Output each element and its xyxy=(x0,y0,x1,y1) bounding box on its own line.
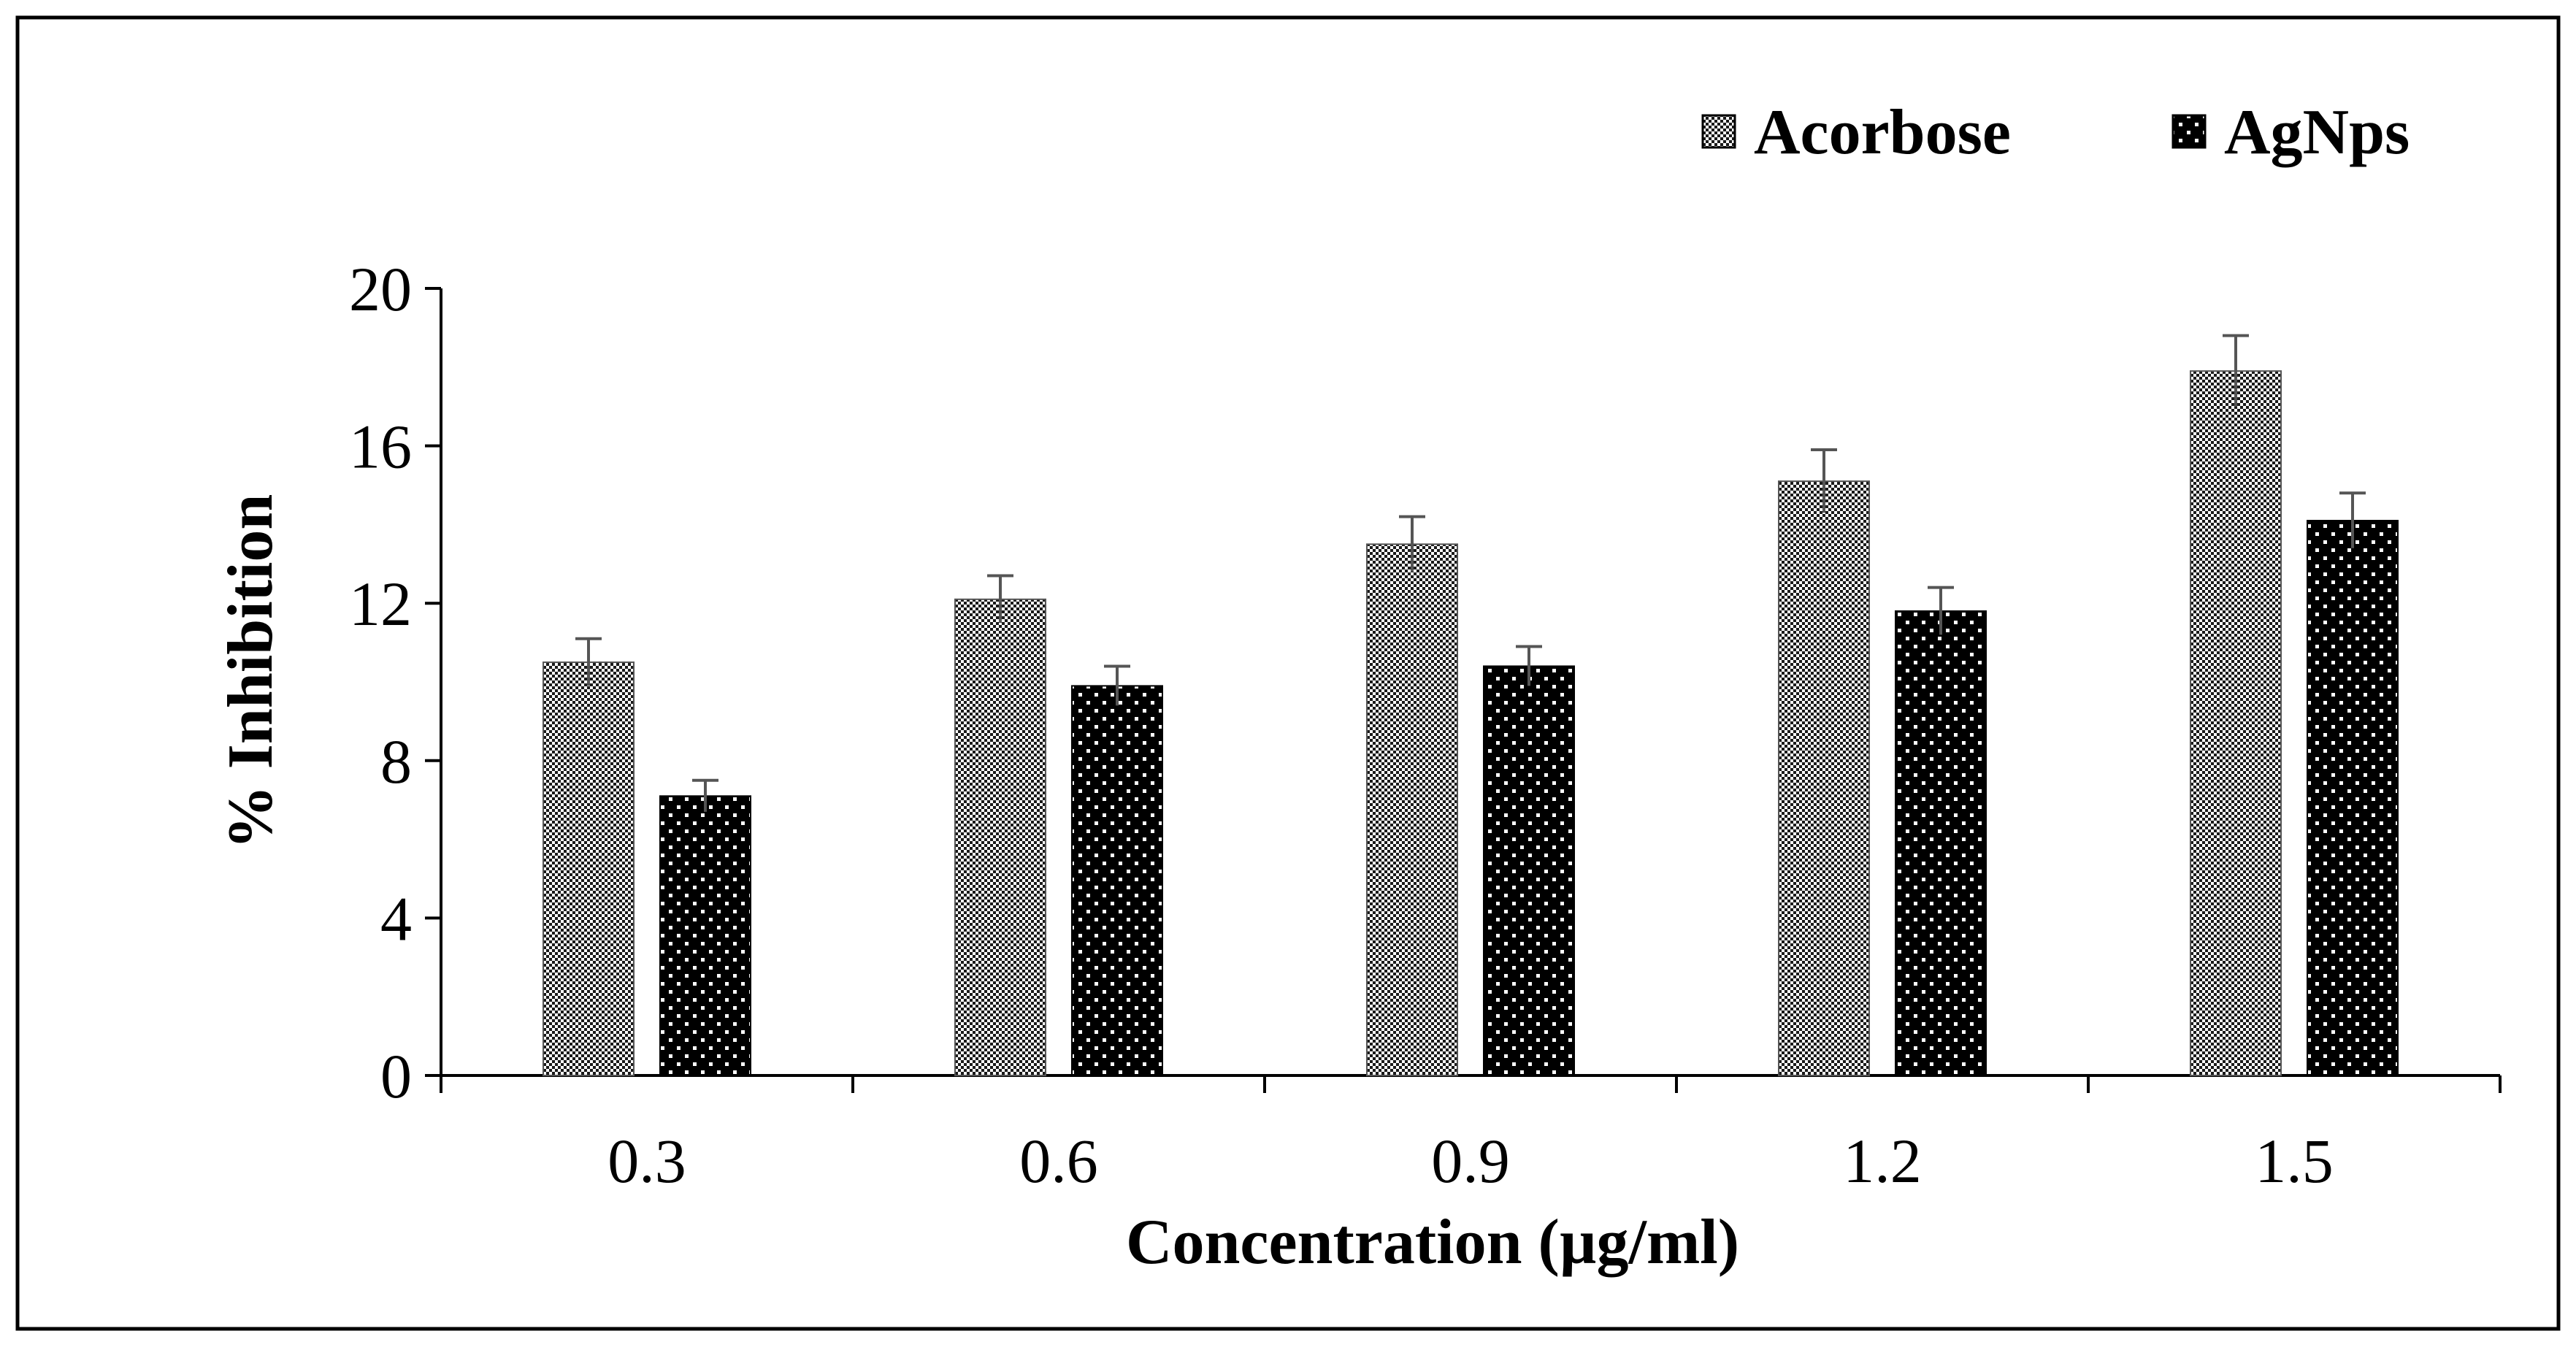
legend-swatch-acorbose xyxy=(1701,114,1736,149)
x-tick-label: 1.2 xyxy=(1843,1126,1922,1196)
bar-agnps-1.2 xyxy=(1895,610,1987,1076)
bar-acorbose-0.6 xyxy=(954,598,1046,1076)
bar-agnps-1.5 xyxy=(2307,520,2399,1076)
x-tick-label: 0.9 xyxy=(1431,1126,1510,1196)
bar-agnps-0.9 xyxy=(1483,665,1575,1076)
bar-agnps-0.3 xyxy=(659,795,751,1077)
y-axis-title: % Inhibition xyxy=(215,494,286,850)
legend-item-acorbose: Acorbose xyxy=(1701,97,2011,168)
bar-acorbose-0.3 xyxy=(543,661,635,1076)
error-bars xyxy=(575,334,2366,812)
x-tick-label: 1.5 xyxy=(2255,1126,2334,1196)
legend-swatch-agnps xyxy=(2171,114,2207,149)
bars xyxy=(543,370,2399,1077)
y-axis: 0 4 8 12 16 20 xyxy=(349,254,442,1111)
x-axis-title: Concentration (µg/ml) xyxy=(1126,1207,1739,1278)
y-tick-label: 0 xyxy=(380,1041,412,1111)
x-tick-label: 0.6 xyxy=(1019,1126,1098,1196)
y-tick-label: 8 xyxy=(380,726,412,797)
y-tick-label: 20 xyxy=(349,254,412,324)
bar-acorbose-0.9 xyxy=(1366,543,1458,1076)
legend-label-acorbose: Acorbose xyxy=(1754,97,2011,168)
x-axis: 0.3 0.6 0.9 1.2 1.5 xyxy=(440,1074,2502,1196)
legend-label-agnps: AgNps xyxy=(2224,97,2410,168)
legend-item-agnps: AgNps xyxy=(2171,97,2410,168)
bar-acorbose-1.2 xyxy=(1778,480,1870,1076)
y-tick-label: 16 xyxy=(349,412,412,482)
y-tick-label: 12 xyxy=(349,569,412,639)
x-tick-label: 0.3 xyxy=(607,1126,686,1196)
y-tick-label: 4 xyxy=(380,883,412,954)
bar-agnps-0.6 xyxy=(1071,685,1163,1076)
bar-acorbose-1.5 xyxy=(2190,370,2282,1076)
legend: Acorbose AgNps xyxy=(1701,97,2410,168)
chart-border xyxy=(15,15,2561,1331)
